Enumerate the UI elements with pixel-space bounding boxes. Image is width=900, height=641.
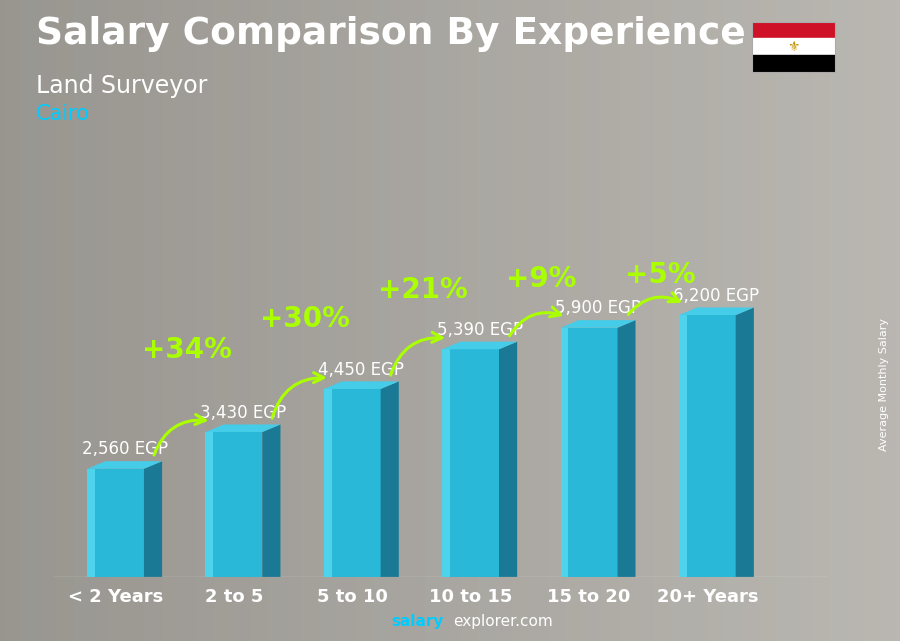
Polygon shape <box>499 342 517 577</box>
Bar <box>679 315 687 577</box>
Text: ⚜: ⚜ <box>788 40 800 54</box>
Bar <box>561 328 569 577</box>
Polygon shape <box>735 308 754 577</box>
Text: 6,200 EGP: 6,200 EGP <box>673 287 760 304</box>
Polygon shape <box>381 381 399 577</box>
Polygon shape <box>324 381 399 389</box>
Polygon shape <box>262 424 281 577</box>
Bar <box>752 38 835 55</box>
Bar <box>324 389 381 577</box>
Bar <box>752 22 835 38</box>
Polygon shape <box>617 320 635 577</box>
Text: +30%: +30% <box>260 305 350 333</box>
Polygon shape <box>561 320 635 328</box>
Polygon shape <box>144 461 162 577</box>
Text: explorer.com: explorer.com <box>453 615 553 629</box>
Bar <box>442 349 499 577</box>
Bar <box>205 432 213 577</box>
Bar <box>87 469 95 577</box>
Text: 3,430 EGP: 3,430 EGP <box>200 404 286 422</box>
Text: Average Monthly Salary: Average Monthly Salary <box>878 318 889 451</box>
Bar <box>752 55 835 72</box>
Text: +9%: +9% <box>507 265 577 293</box>
Text: Land Surveyor: Land Surveyor <box>36 74 207 97</box>
Text: salary: salary <box>392 615 444 629</box>
Bar <box>442 349 450 577</box>
Bar <box>679 315 735 577</box>
Text: Salary Comparison By Experience: Salary Comparison By Experience <box>36 16 746 52</box>
Bar <box>324 389 332 577</box>
Text: +5%: +5% <box>625 261 696 289</box>
Bar <box>205 432 262 577</box>
Text: Cairo: Cairo <box>36 104 90 124</box>
Text: 4,450 EGP: 4,450 EGP <box>319 360 404 378</box>
Text: +21%: +21% <box>378 276 468 304</box>
Bar <box>561 328 617 577</box>
Polygon shape <box>442 342 518 349</box>
Text: +34%: +34% <box>141 335 231 363</box>
Text: 2,560 EGP: 2,560 EGP <box>82 440 167 458</box>
Bar <box>87 469 144 577</box>
Polygon shape <box>679 308 754 315</box>
Text: 5,900 EGP: 5,900 EGP <box>555 299 641 317</box>
Polygon shape <box>87 461 162 469</box>
Text: 5,390 EGP: 5,390 EGP <box>436 320 523 339</box>
Polygon shape <box>205 424 281 432</box>
